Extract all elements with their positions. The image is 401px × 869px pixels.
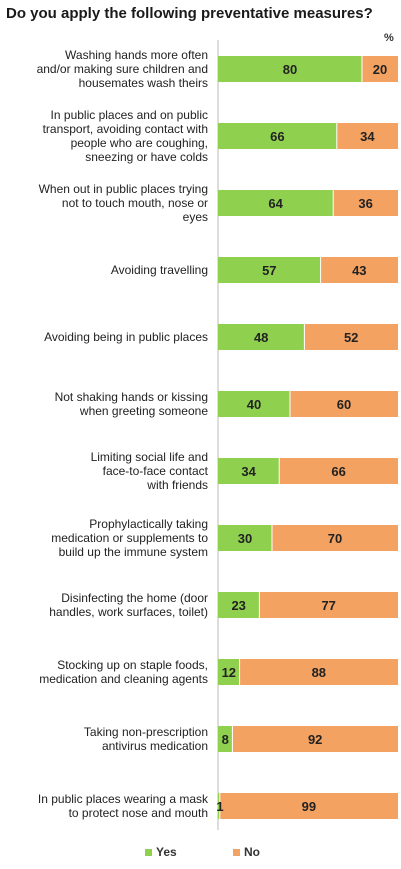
bar-yes bbox=[218, 123, 337, 149]
value-label-yes: 40 bbox=[247, 397, 261, 412]
value-label-no: 99 bbox=[302, 799, 316, 814]
category-label: Avoiding being in public places bbox=[44, 330, 208, 344]
bar-yes bbox=[218, 659, 240, 685]
bar-no bbox=[259, 592, 398, 618]
value-label-no: 77 bbox=[321, 598, 335, 613]
value-label-no: 70 bbox=[328, 531, 342, 546]
bar-yes bbox=[218, 56, 362, 82]
category-label: Avoiding travelling bbox=[110, 263, 208, 277]
category-label: Prophylactically taking medication or sup… bbox=[51, 517, 208, 559]
legend-swatch-yes bbox=[145, 848, 152, 856]
category-label: Taking non-prescription antivirus medicat… bbox=[83, 725, 208, 753]
category-label: Limiting social life and face-to-face con… bbox=[90, 450, 208, 492]
value-label-yes: 1 bbox=[216, 799, 223, 814]
value-label-yes: 30 bbox=[238, 531, 252, 546]
bar-yes bbox=[218, 458, 280, 484]
bar-yes bbox=[218, 726, 233, 752]
value-label-yes: 64 bbox=[268, 196, 283, 211]
bar-no bbox=[362, 56, 398, 82]
legend-item-no: No bbox=[233, 845, 260, 859]
category-label: Not shaking hands or kissing when greetin… bbox=[54, 390, 208, 418]
bar-no bbox=[304, 324, 398, 350]
unit-label: % bbox=[384, 32, 394, 44]
legend-item-yes: Yes bbox=[145, 845, 177, 859]
bar-yes bbox=[218, 793, 220, 819]
bar-no bbox=[239, 659, 398, 685]
chart-title: Do you apply the following preventative … bbox=[6, 5, 373, 22]
category-label: Stocking up on staple foods, medication a… bbox=[39, 658, 208, 686]
value-label-no: 92 bbox=[308, 732, 322, 747]
bar-no bbox=[336, 123, 398, 149]
bar-no bbox=[279, 458, 398, 484]
value-label-no: 34 bbox=[360, 129, 375, 144]
legend-swatch-no bbox=[233, 848, 240, 856]
category-label: Disinfecting the home (door handles, work… bbox=[49, 591, 208, 619]
value-label-yes: 66 bbox=[270, 129, 284, 144]
legend-label-no: No bbox=[244, 845, 260, 859]
bar-yes bbox=[218, 592, 260, 618]
bar-no bbox=[333, 190, 398, 216]
bar-no bbox=[219, 793, 398, 819]
bar-no bbox=[290, 391, 398, 417]
legend-label-yes: Yes bbox=[156, 845, 177, 859]
category-label: When out in public places trying not to t… bbox=[38, 182, 208, 224]
value-label-yes: 8 bbox=[222, 732, 229, 747]
bar-no bbox=[320, 257, 398, 283]
value-label-yes: 12 bbox=[222, 665, 236, 680]
value-label-no: 88 bbox=[312, 665, 326, 680]
value-label-no: 66 bbox=[331, 464, 345, 479]
bar-no bbox=[232, 726, 398, 752]
value-label-no: 43 bbox=[352, 263, 366, 278]
value-label-yes: 34 bbox=[241, 464, 256, 479]
bar-yes bbox=[218, 525, 272, 551]
bar-yes bbox=[218, 190, 334, 216]
category-label: In public places wearing a mask to protec… bbox=[37, 792, 208, 820]
bar-yes bbox=[218, 391, 290, 417]
value-label-yes: 57 bbox=[262, 263, 276, 278]
value-label-no: 60 bbox=[337, 397, 351, 412]
bar-no bbox=[272, 525, 398, 551]
category-label: Washing hands more often and/or making su… bbox=[36, 48, 208, 90]
value-label-no: 20 bbox=[373, 62, 387, 77]
value-label-yes: 23 bbox=[231, 598, 245, 613]
value-label-no: 36 bbox=[358, 196, 372, 211]
value-label-yes: 48 bbox=[254, 330, 268, 345]
value-label-yes: 80 bbox=[283, 62, 297, 77]
bar-yes bbox=[218, 324, 305, 350]
bar-yes bbox=[218, 257, 321, 283]
value-label-no: 52 bbox=[344, 330, 358, 345]
category-label: In public places and on public transport,… bbox=[42, 108, 208, 164]
